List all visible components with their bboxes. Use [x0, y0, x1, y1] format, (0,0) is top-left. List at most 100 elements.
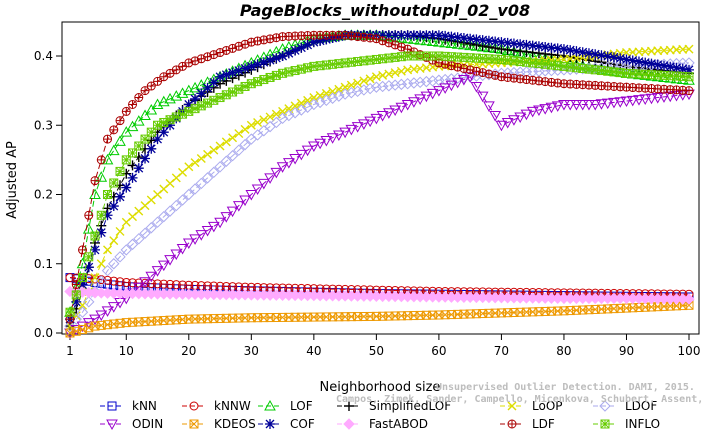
point-ldof: [208, 166, 220, 179]
point-kdeos: [209, 314, 219, 324]
point-cof: [108, 201, 119, 212]
point-ldof: [370, 81, 383, 93]
point-kdeos: [471, 309, 481, 319]
point-odin: [401, 99, 414, 111]
point-kdeos: [253, 313, 263, 323]
point-cof: [665, 61, 676, 72]
x-tick-label: 100: [678, 344, 701, 358]
point-kdeos: [584, 305, 594, 315]
point-kdeos: [578, 305, 588, 315]
point-odin: [539, 104, 552, 115]
point-kdeos: [446, 310, 456, 320]
point-kdeos: [334, 312, 344, 322]
point-odin: [595, 99, 608, 110]
legend-marker: [189, 419, 199, 429]
point-cof: [515, 39, 526, 50]
point-cof: [127, 172, 138, 183]
point-inflo: [221, 90, 231, 100]
point-kdeos: [434, 310, 444, 320]
point-ldf: [685, 86, 693, 95]
point-cof: [433, 30, 444, 41]
point-odin: [476, 91, 489, 103]
point-inflo: [153, 120, 162, 130]
point-kdeos: [553, 306, 563, 316]
point-inflo: [184, 107, 194, 116]
point-kdeos: [203, 314, 213, 324]
point-odin: [376, 111, 389, 122]
point-loop: [328, 86, 338, 96]
x-tick-label: 60: [431, 344, 446, 358]
point-kdeos: [365, 311, 375, 321]
point-loop: [196, 153, 206, 163]
point-cof: [496, 37, 507, 48]
point-inflo: [647, 70, 656, 80]
point-odin: [445, 80, 458, 92]
point-lof: [126, 120, 139, 132]
point-ldof: [326, 92, 339, 104]
point-inflo: [296, 64, 306, 74]
point-loop: [309, 93, 319, 103]
point-kdeos: [478, 309, 488, 319]
point-kdeos: [390, 311, 400, 321]
point-lof: [451, 38, 464, 49]
point-cof: [77, 279, 88, 290]
point-kdeos: [265, 313, 275, 323]
point-odin: [301, 145, 314, 157]
series-line-inflo: [69, 55, 690, 313]
legend-marker: [599, 400, 611, 412]
point-inflo: [284, 67, 294, 77]
point-loop: [321, 88, 331, 98]
point-inflo: [634, 69, 644, 79]
point-kdeos: [103, 320, 113, 330]
point-ldof: [164, 205, 176, 217]
legend-label: SimplifiedLOF: [369, 399, 451, 413]
point-cof: [652, 59, 663, 70]
point-kdeos: [328, 312, 338, 322]
point-ldof: [414, 76, 426, 89]
point-ldof: [383, 80, 395, 92]
point-odin: [164, 255, 176, 266]
point-ldf: [128, 100, 137, 109]
point-cof: [658, 60, 669, 71]
point-kdeos: [78, 325, 87, 334]
point-cof: [90, 244, 101, 255]
point-cof: [146, 143, 157, 154]
point-cof: [290, 45, 301, 56]
point-ldof: [283, 109, 295, 122]
point-odin: [433, 86, 445, 97]
point-kdeos: [409, 311, 419, 321]
point-inflo: [365, 55, 375, 65]
point-inflo: [359, 56, 369, 66]
point-cof: [302, 39, 313, 50]
point-kdeos: [259, 313, 269, 323]
legend-item-loop: LoOP: [500, 399, 563, 413]
point-ldof: [214, 161, 226, 173]
point-kdeos: [371, 311, 381, 321]
point-cof: [390, 30, 401, 41]
point-inflo: [159, 118, 169, 127]
point-lof: [145, 103, 158, 115]
point-inflo: [509, 56, 519, 66]
point-odin: [520, 109, 533, 121]
point-odin: [495, 120, 508, 132]
point-kdeos: [340, 312, 350, 322]
point-inflo: [497, 55, 506, 64]
legend-marker: [600, 419, 610, 429]
point-odin: [220, 212, 233, 223]
point-odin: [195, 230, 208, 241]
series-odin: [64, 72, 695, 340]
point-kdeos: [278, 312, 288, 322]
point-odin: [451, 77, 464, 89]
point-cof: [465, 33, 476, 44]
point-odin: [345, 124, 358, 136]
point-inflo: [653, 70, 663, 80]
point-inflo: [253, 77, 262, 86]
point-cof: [71, 296, 82, 307]
point-ldof: [239, 138, 251, 151]
point-inflo: [71, 290, 81, 300]
point-kdeos: [378, 311, 388, 321]
point-odin: [633, 95, 645, 106]
point-ldof: [295, 104, 308, 116]
point-loop: [228, 133, 238, 143]
